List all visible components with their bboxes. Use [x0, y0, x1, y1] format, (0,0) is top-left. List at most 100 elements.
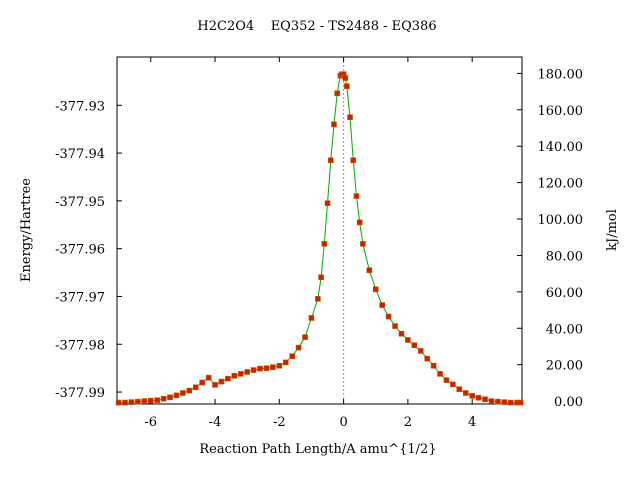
- data-point: [282, 359, 289, 366]
- y-tick-label: -377.98: [55, 338, 105, 353]
- data-point: [501, 399, 508, 405]
- data-point: [424, 355, 430, 362]
- y2-tick-label: 160.00: [538, 104, 584, 119]
- data-point: [231, 373, 238, 379]
- data-point: [366, 267, 373, 273]
- data-point: [488, 398, 495, 404]
- data-point: [160, 395, 167, 402]
- x-axis-label: Reaction Path Length/A amu^{1/2}: [199, 442, 436, 457]
- x-tick-label: -2: [273, 415, 286, 430]
- y2-tick-label: 100.00: [538, 213, 584, 228]
- data-point: [212, 382, 218, 388]
- data-point: [475, 394, 482, 401]
- y-tick-label: -377.97: [55, 290, 105, 305]
- chart-title: H2C2O4 EQ352 - TS2488 - EQ386: [197, 19, 436, 34]
- data-point: [327, 157, 334, 164]
- data-point: [342, 75, 349, 81]
- data-point: [443, 377, 450, 383]
- data-point: [344, 83, 350, 89]
- data-point: [353, 193, 360, 199]
- data-point: [456, 386, 463, 392]
- y2-tick-label: 120.00: [538, 177, 584, 192]
- data-point: [372, 286, 379, 293]
- data-point: [250, 367, 257, 373]
- y-tick-label: -377.96: [55, 243, 105, 258]
- data-point: [517, 399, 524, 406]
- data-point: [324, 200, 331, 207]
- series-line: [118, 73, 521, 404]
- data-point: [180, 390, 186, 396]
- data-point: [437, 371, 443, 377]
- y2-tick-label: 140.00: [538, 140, 584, 155]
- y2-tick-label: 20.00: [546, 359, 583, 374]
- data-point: [462, 390, 469, 396]
- data-point: [263, 365, 270, 371]
- data-point: [405, 337, 411, 343]
- data-point: [237, 371, 244, 377]
- data-point: [482, 396, 488, 403]
- data-point: [356, 219, 363, 226]
- plot-area-frame: [116, 56, 523, 405]
- data-point: [276, 362, 283, 369]
- series-group: [115, 71, 524, 406]
- y2-tick-label: 60.00: [546, 286, 583, 301]
- data-point: [411, 342, 418, 349]
- data-point: [507, 399, 514, 406]
- data-point: [392, 323, 398, 329]
- data-point: [173, 392, 180, 399]
- data-point: [186, 387, 193, 394]
- data-point: [199, 379, 205, 386]
- y2-tick-label: 0.00: [554, 395, 583, 410]
- data-point: [295, 344, 302, 351]
- data-point: [308, 315, 315, 321]
- data-point: [331, 121, 337, 128]
- data-point: [244, 369, 250, 375]
- data-point: [385, 313, 392, 320]
- data-point: [350, 157, 357, 164]
- data-point: [469, 393, 475, 399]
- y-tick-label: -377.99: [55, 386, 105, 401]
- data-point: [360, 241, 366, 247]
- data-point: [450, 381, 456, 388]
- data-point: [225, 375, 231, 382]
- y-tick-label: -377.93: [55, 99, 105, 114]
- data-point: [318, 274, 324, 281]
- data-point: [321, 241, 328, 247]
- y2-tick-label: 180.00: [538, 67, 584, 82]
- data-point: [167, 394, 173, 401]
- y2-tick-label: 40.00: [546, 322, 583, 337]
- data-point: [205, 374, 212, 381]
- data-point: [398, 330, 405, 337]
- data-point: [154, 397, 160, 403]
- data-point: [417, 348, 424, 354]
- data-point: [430, 362, 437, 369]
- y2-tick-label: 80.00: [546, 249, 583, 264]
- x-tick-label: -6: [144, 415, 157, 430]
- data-point: [218, 378, 225, 385]
- data-point: [122, 399, 128, 406]
- data-point: [315, 296, 321, 302]
- data-point: [135, 398, 141, 405]
- data-point: [347, 114, 353, 121]
- data-point: [141, 398, 148, 404]
- x-tick-label: 2: [404, 415, 412, 430]
- y-axis-label: Energy/Hartree: [19, 178, 34, 282]
- axis-ticks-group: -6 -4 -2 0 2 4 -377.93 -377.94 -377.95 -377.96 -37…: [55, 57, 583, 430]
- data-point: [379, 302, 385, 308]
- x-tick-label: -4: [209, 415, 222, 430]
- x-tick-label: 4: [468, 415, 476, 430]
- data-point: [147, 397, 154, 404]
- x-tick-label: 0: [339, 415, 347, 430]
- data-point: [495, 398, 501, 405]
- y-tick-label: -377.94: [55, 147, 105, 162]
- data-point: [270, 364, 276, 370]
- data-point: [289, 353, 295, 360]
- data-point: [302, 334, 308, 340]
- data-point: [192, 384, 199, 391]
- y2-axis-label: kJ/mol: [605, 209, 620, 251]
- data-point: [115, 399, 122, 406]
- data-point: [128, 399, 135, 405]
- data-point: [334, 90, 340, 97]
- y-tick-label: -377.95: [55, 195, 105, 210]
